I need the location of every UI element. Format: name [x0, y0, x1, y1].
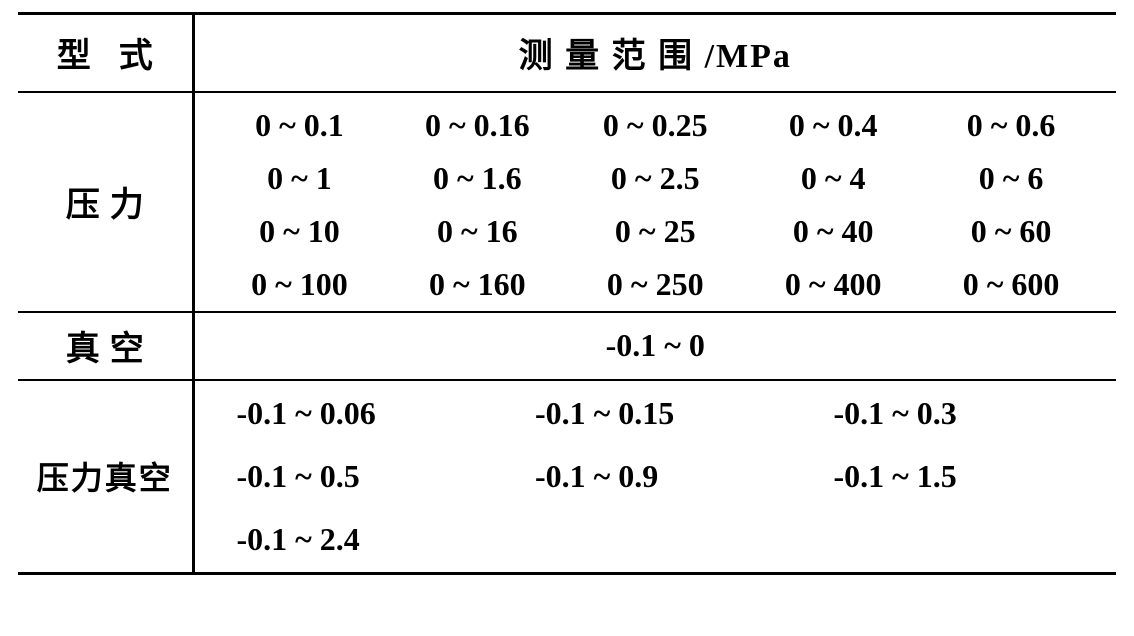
- range-cell: -0.1 ~ 2.4: [213, 521, 502, 558]
- range-cell: 0 ~ 0.6: [924, 107, 1098, 144]
- header-range: 测 量 范 围 /MPa: [193, 14, 1116, 92]
- range-cell: 0 ~ 60: [924, 213, 1098, 250]
- range-cell: 0 ~ 25: [568, 213, 742, 250]
- range-cell: 0 ~ 6: [924, 160, 1098, 197]
- vacuum-value: -0.1 ~ 0: [193, 312, 1116, 380]
- range-cell: 0 ~ 10: [213, 213, 387, 250]
- range-cell: -0.1 ~ 0.15: [511, 395, 800, 432]
- range-cell: -0.1 ~ 1.5: [810, 458, 1099, 495]
- range-cell: -0.1 ~ 0.06: [213, 395, 502, 432]
- range-cell: 0 ~ 400: [746, 266, 920, 303]
- header-row: 型式 测 量 范 围 /MPa: [18, 14, 1116, 92]
- row-pressure-vacuum: 压力真空 -0.1 ~ 0.06 -0.1 ~ 0.15 -0.1 ~ 0.3 …: [18, 380, 1116, 574]
- label-pressure: 压力: [18, 92, 193, 312]
- header-type: 型式: [18, 14, 193, 92]
- measurement-range-table: 型式 测 量 范 围 /MPa 压力 0 ~ 0.1 0 ~ 0.16 0 ~ …: [18, 12, 1116, 575]
- range-cell: 0 ~ 1.6: [390, 160, 564, 197]
- range-cell: 0 ~ 16: [390, 213, 564, 250]
- range-cell: 0 ~ 2.5: [568, 160, 742, 197]
- range-cell: 0 ~ 600: [924, 266, 1098, 303]
- range-cell: -0.1 ~ 0.5: [213, 458, 502, 495]
- range-cell: 0 ~ 100: [213, 266, 387, 303]
- range-cell: 0 ~ 0.16: [390, 107, 564, 144]
- pressure-values: 0 ~ 0.1 0 ~ 0.16 0 ~ 0.25 0 ~ 0.4 0 ~ 0.…: [193, 92, 1116, 312]
- range-cell: 0 ~ 250: [568, 266, 742, 303]
- row-vacuum: 真空 -0.1 ~ 0: [18, 312, 1116, 380]
- pressure-vacuum-values: -0.1 ~ 0.06 -0.1 ~ 0.15 -0.1 ~ 0.3 -0.1 …: [193, 380, 1116, 574]
- label-vacuum: 真空: [18, 312, 193, 380]
- range-cell: 0 ~ 1: [213, 160, 387, 197]
- row-pressure: 压力 0 ~ 0.1 0 ~ 0.16 0 ~ 0.25 0 ~ 0.4 0 ~…: [18, 92, 1116, 312]
- range-cell: 0 ~ 160: [390, 266, 564, 303]
- range-cell: 0 ~ 40: [746, 213, 920, 250]
- label-pressure-vacuum: 压力真空: [18, 380, 193, 574]
- range-cell: 0 ~ 0.1: [213, 107, 387, 144]
- range-cell: -0.1 ~ 0.9: [511, 458, 800, 495]
- range-cell: 0 ~ 0.4: [746, 107, 920, 144]
- range-cell: -0.1 ~ 0.3: [810, 395, 1099, 432]
- range-cell: 0 ~ 4: [746, 160, 920, 197]
- range-cell: 0 ~ 0.25: [568, 107, 742, 144]
